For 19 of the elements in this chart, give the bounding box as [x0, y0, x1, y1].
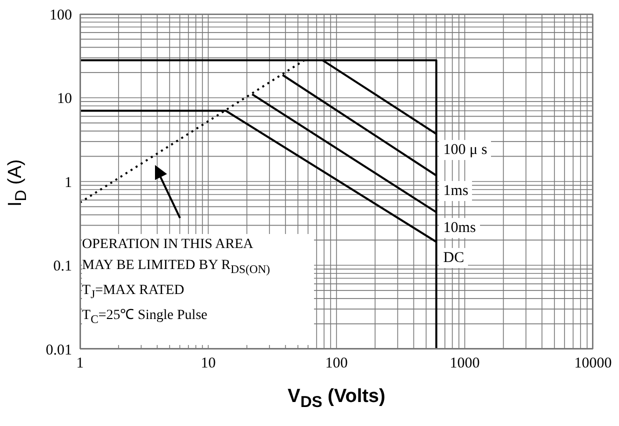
x-tick-label: 1000	[450, 356, 480, 372]
x-tick-label: 100	[325, 356, 348, 372]
annotation: T$_{C}$=25℃ Single Pulse	[82, 306, 208, 328]
x-tick-label: 10000	[574, 356, 612, 372]
x-tick-label: 10	[200, 356, 216, 372]
annotation: T$_{J}$=MAX RATED	[82, 282, 186, 303]
series-label: 100 μ s	[439, 140, 492, 160]
y-tick-label: 0.01	[46, 342, 72, 358]
y-tick-label: 100	[50, 7, 72, 24]
annotation: MAY BE LIMITED BY R$_{DS(ON)}$	[82, 257, 272, 278]
annotation: OPERATION IN THIS AREA	[82, 236, 254, 254]
x-axis-title: V$_{DS}$ (Volts)	[286, 386, 386, 412]
x-tick-label: 1	[76, 356, 84, 372]
series-label: 10ms	[439, 218, 480, 238]
y-tick-label: 10	[57, 91, 72, 108]
series-label: 1ms	[439, 181, 472, 202]
y-tick-label: 1	[64, 174, 72, 191]
series-label: DC	[439, 248, 468, 268]
y-tick-label: 0.1	[53, 258, 72, 275]
